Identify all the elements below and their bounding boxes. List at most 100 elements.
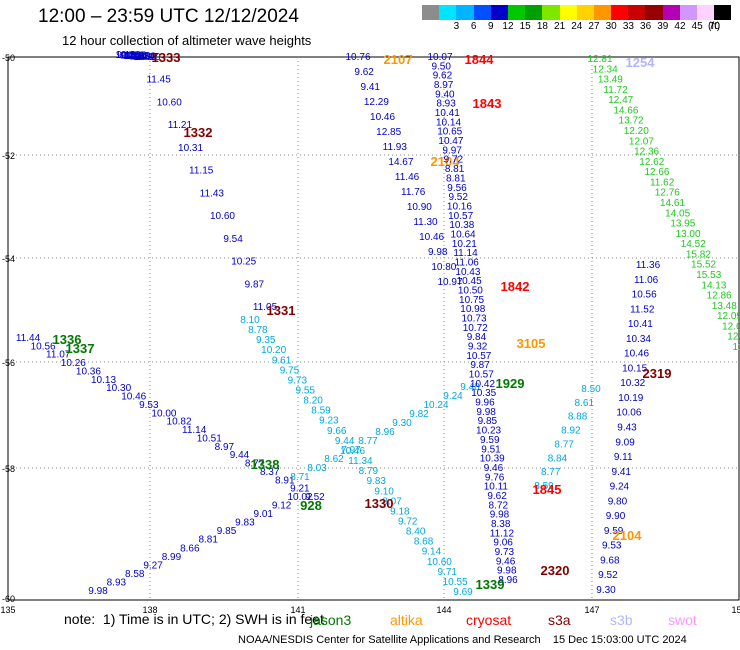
- swh-value: 10.46: [419, 232, 444, 243]
- swh-value: 9.44: [230, 450, 250, 461]
- swh-value: 9.30: [392, 418, 412, 429]
- swh-value: 12.09: [717, 311, 740, 322]
- swh-value: 8.10: [240, 315, 260, 326]
- colorbar-tick-label: 24: [571, 21, 583, 32]
- swh-value: 9.43: [617, 423, 637, 434]
- swh-value: 10.13: [91, 375, 116, 386]
- swh-value: 8.37: [260, 467, 280, 478]
- swh-value: 9.52: [305, 492, 325, 503]
- lat-tick-label: -58: [2, 464, 15, 474]
- colorbar-tick-label: 21: [554, 21, 566, 32]
- swh-value: 9.53: [139, 400, 159, 411]
- swh-value: 8.78: [248, 325, 268, 336]
- swh-value: 11.12: [490, 528, 515, 539]
- swh-value: 9.30: [596, 585, 616, 596]
- legend-s3a: s3a: [548, 612, 571, 628]
- colorbar-tick-label: 6: [470, 21, 477, 32]
- swh-value: 12.81: [587, 54, 612, 65]
- swh-value: 9.87: [245, 279, 265, 290]
- swh-value: 14.05: [665, 208, 690, 219]
- pass-label: 2319: [643, 366, 672, 381]
- swh-value: 8.03: [307, 463, 327, 474]
- swh-value: 14.13: [701, 280, 726, 291]
- swh-value: 12.56: [732, 342, 740, 353]
- swh-value: 9.56: [447, 183, 467, 194]
- swh-value: 10.21: [452, 239, 477, 250]
- map-subtitle: 12 hour collection of altimeter wave hei…: [62, 33, 312, 48]
- colorbar-swatch: [645, 5, 663, 20]
- swh-value: 10.42: [470, 379, 495, 390]
- swh-value: 12.34: [593, 64, 618, 75]
- swh-value: 9.73: [495, 547, 515, 558]
- swh-value: 8.61: [575, 398, 595, 409]
- swh-value: 9.44: [335, 436, 355, 447]
- swh-value: 8.59: [311, 406, 331, 417]
- swh-value: 10.41: [435, 108, 460, 119]
- colorbar-tick-label: 42: [674, 21, 686, 32]
- swh-value: 9.59: [480, 435, 500, 446]
- swh-value: 9.50: [431, 61, 451, 72]
- swh-value: 9.98: [497, 566, 517, 577]
- colorbar-swatch: [525, 5, 543, 20]
- lat-tick-label: -60: [2, 594, 15, 604]
- swh-value: 10.47: [438, 136, 463, 147]
- swh-value: 10.57: [448, 211, 473, 222]
- swh-value: 11.30: [413, 217, 438, 228]
- swh-value: 8.97: [215, 442, 235, 453]
- swh-value: 12.86: [707, 291, 732, 302]
- swh-value: 10.19: [618, 393, 643, 404]
- pass-label: 2320: [541, 563, 570, 578]
- swh-value: 13.95: [670, 219, 695, 230]
- swh-value: 10.90: [407, 202, 432, 213]
- swh-value: 10.43: [455, 267, 480, 278]
- swh-value: 10.32: [620, 378, 645, 389]
- swh-value: 14.61: [660, 198, 685, 209]
- swh-value: 12.36: [634, 147, 659, 158]
- swh-value: 11.72: [603, 85, 628, 96]
- swh-value: 10.82: [167, 417, 192, 428]
- pass-label: 1337: [66, 341, 95, 356]
- swh-value: 10.12: [123, 51, 148, 62]
- swh-value: 10.40: [125, 51, 150, 62]
- swh-value: 9.96: [475, 398, 495, 409]
- swh-value: 9.85: [217, 526, 237, 537]
- swh-value: 10.27: [133, 52, 158, 63]
- swh-value: 12.85: [376, 127, 401, 138]
- swh-value: 11.06: [634, 275, 659, 286]
- swh-value: 10.60: [157, 97, 182, 108]
- pass-label: 1333: [152, 50, 181, 65]
- colorbar-swatch: [542, 5, 560, 20]
- swh-value: 14.66: [613, 105, 638, 116]
- swh-value: 9.75: [120, 50, 140, 61]
- swh-value: 10.30: [115, 50, 140, 61]
- swh-value: 9.62: [354, 67, 374, 78]
- swh-value: 9.82: [409, 409, 429, 420]
- swh-value: 9.23: [319, 416, 339, 427]
- swh-value: 11.34: [348, 456, 373, 467]
- swh-value: 11.52: [630, 304, 655, 315]
- pass-label: 1339: [476, 577, 505, 592]
- lon-tick-label: 144: [436, 605, 451, 615]
- swh-value: 8.96: [375, 427, 395, 438]
- swh-value: 9.40: [435, 89, 455, 100]
- colorbar-swatch: [456, 5, 474, 20]
- swh-value: 11.33: [132, 52, 157, 63]
- swh-value: 8.07: [382, 496, 402, 507]
- swh-value: 10.57: [469, 370, 494, 381]
- swh-value: 9.52: [598, 570, 618, 581]
- swh-value: 8.50: [581, 384, 601, 395]
- pass-label: 1336: [53, 332, 82, 347]
- pass-label: 2104: [431, 154, 461, 169]
- swh-value: 13.48: [712, 301, 737, 312]
- swh-value: 10.39: [480, 454, 505, 465]
- swh-value: 10.55: [443, 577, 468, 588]
- swh-value: 10.98: [460, 304, 485, 315]
- colorbar-swatch: [662, 5, 680, 20]
- swh-value: 7.97: [341, 445, 361, 456]
- swh-value: 10.26: [61, 358, 86, 369]
- swh-value: 15.82: [686, 249, 711, 260]
- swh-value: 10.97: [437, 277, 462, 288]
- pass-label: 1338: [251, 457, 280, 472]
- colorbar-swatch: [507, 5, 526, 20]
